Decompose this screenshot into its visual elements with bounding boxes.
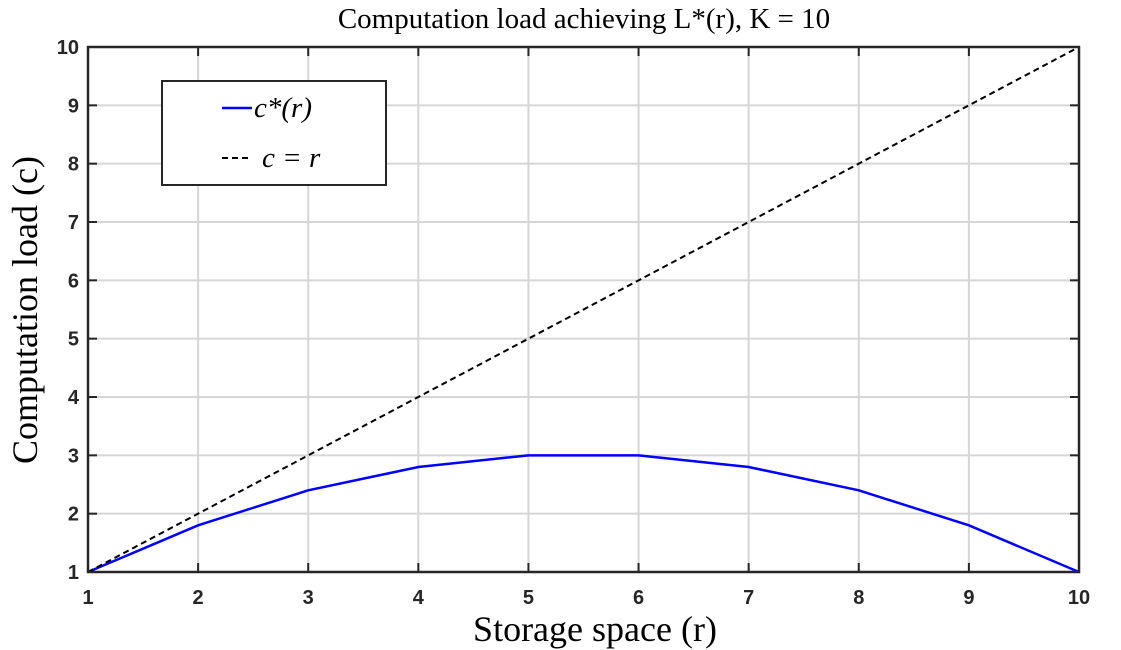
x-tick-label: 5	[523, 587, 534, 609]
chart-title: Computation load achieving L*(r), K = 10	[338, 3, 830, 35]
x-tick-label: 8	[853, 587, 864, 609]
y-tick-labels: 1 2 3 4 5 6 7 8 9 10	[57, 37, 80, 584]
legend-label-c-equals-r: c = r	[262, 142, 321, 174]
series-line-c-equals-r	[87, 46, 1080, 573]
x-tick-label: 2	[193, 587, 204, 609]
x-tick-label: 7	[743, 587, 754, 609]
legend-label-c-star: c*(r)	[254, 92, 312, 124]
y-tick-label: 5	[68, 329, 79, 351]
x-tick-label: 3	[303, 587, 314, 609]
x-tick-labels: 1 2 3 4 5 6 7 8 9 10	[82, 587, 1090, 609]
y-tick-label: 8	[68, 154, 79, 176]
x-axis-label: Storage space (r)	[473, 609, 717, 649]
y-tick-label: 7	[68, 212, 79, 234]
y-tick-label: 6	[68, 270, 79, 292]
y-tick-label: 2	[68, 504, 79, 526]
legend: c*(r) c = r	[161, 80, 387, 186]
x-tick-label: 6	[633, 587, 644, 609]
x-tick-label: 4	[413, 587, 425, 609]
plot-frame	[86, 45, 1081, 574]
y-tick-label: 4	[68, 387, 80, 409]
series-group	[87, 46, 1080, 574]
y-tick-label: 3	[68, 445, 79, 467]
y-tick-label: 9	[68, 95, 79, 117]
legend-box	[161, 80, 387, 186]
y-axis-label: Computation load (c)	[5, 156, 45, 464]
y-tick-label: 10	[57, 37, 79, 59]
x-tick-label: 10	[1068, 587, 1090, 609]
x-tick-label: 1	[82, 587, 93, 609]
y-tick-label: 1	[68, 562, 79, 584]
x-tick-label: 9	[963, 587, 974, 609]
series-line-c-star	[87, 454, 1080, 574]
